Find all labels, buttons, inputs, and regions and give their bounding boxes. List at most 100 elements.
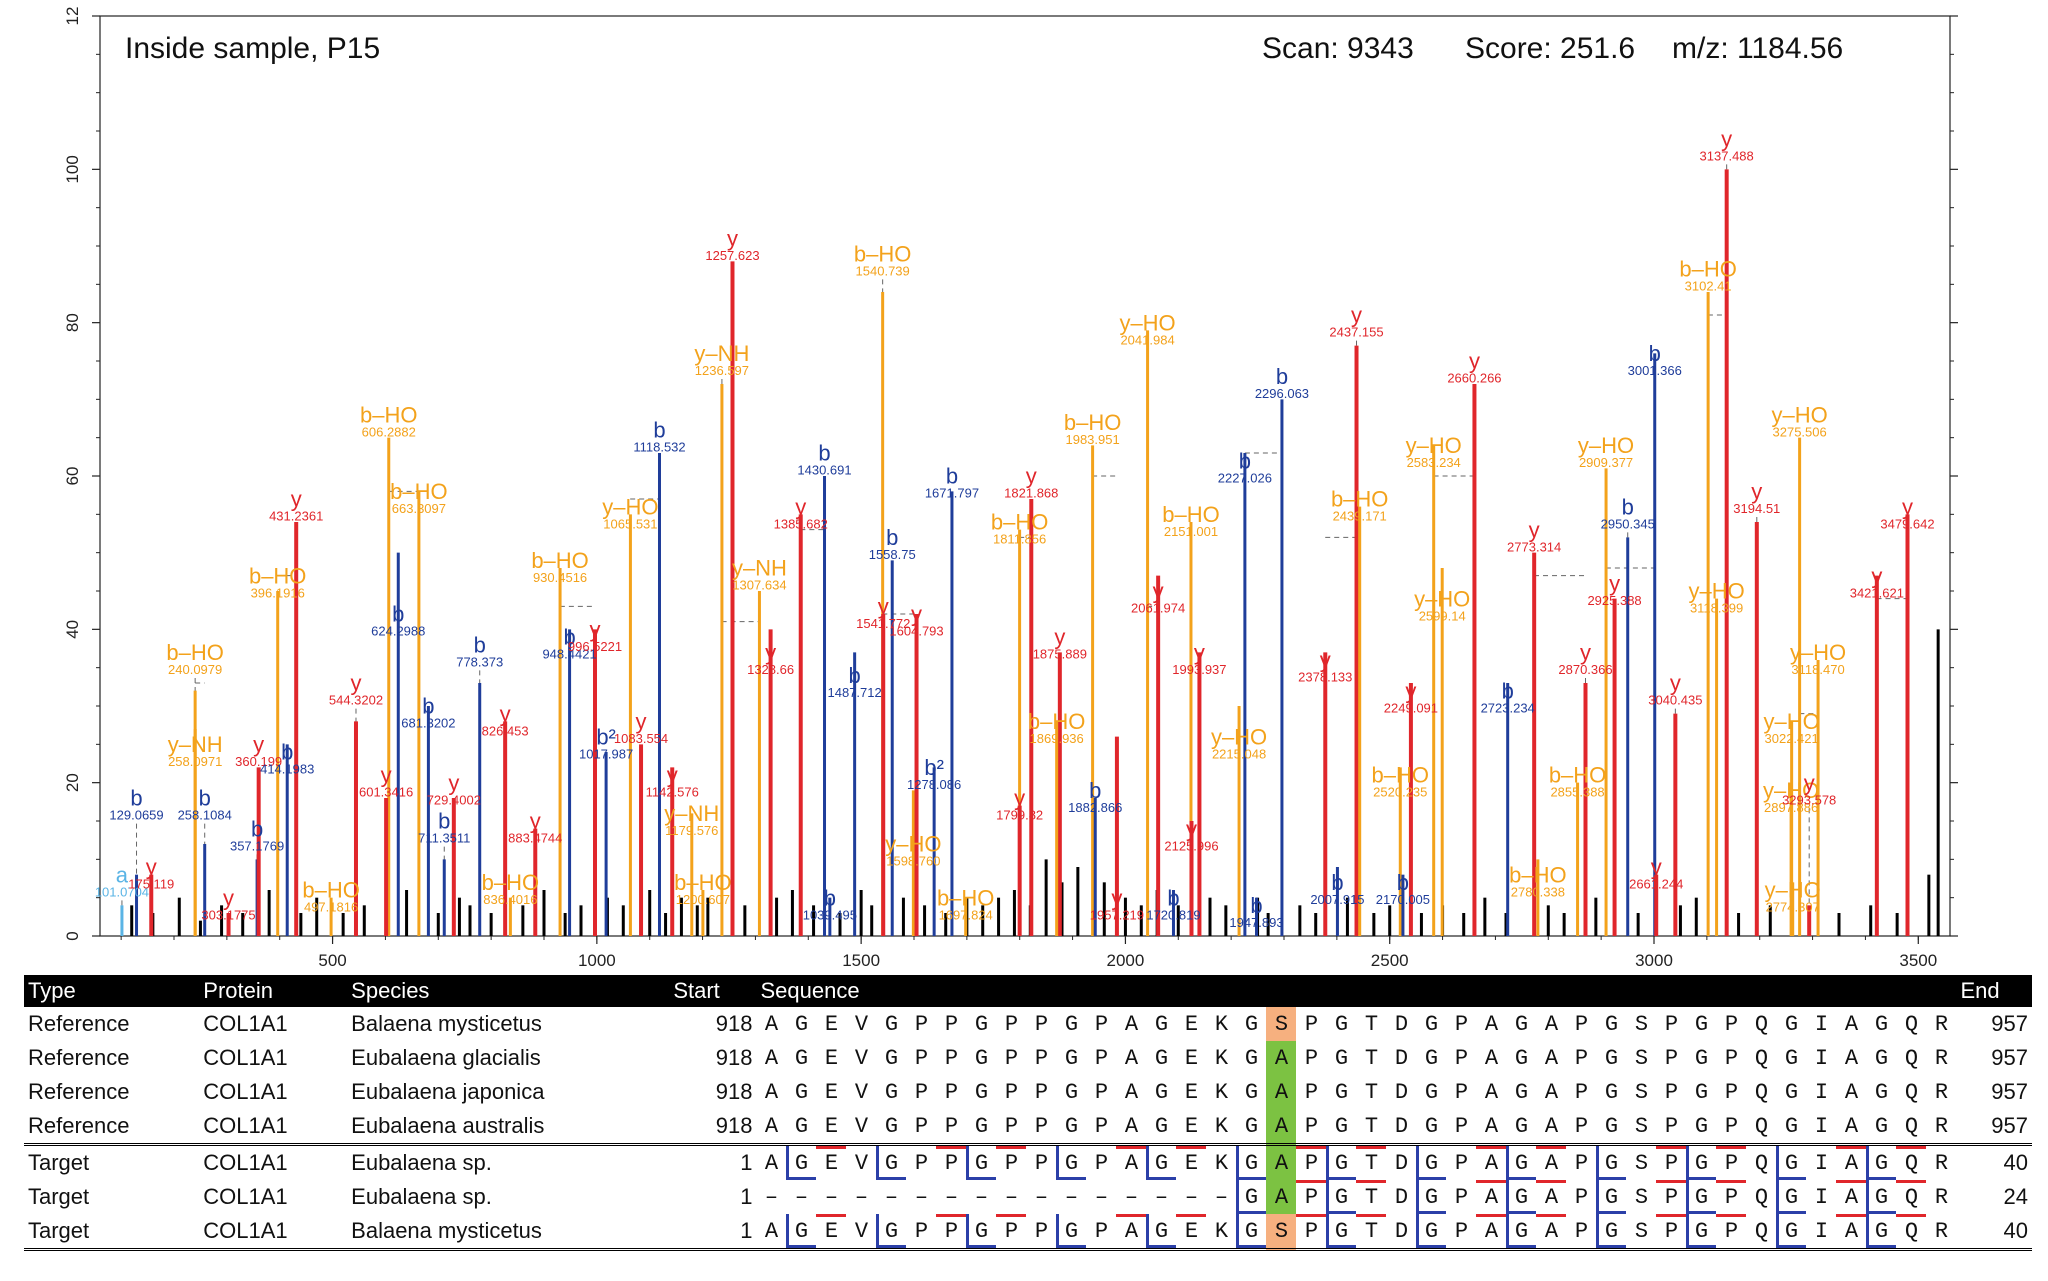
residue-cell: –: [1094, 1184, 1109, 1210]
x-tick-label: 1000: [578, 951, 616, 970]
table-row: Target COL1A1 Eubalaena sp. 1 A G E V G P P G P P G P A G…: [24, 1143, 2032, 1180]
residue-cell: G: [794, 1113, 809, 1139]
ion-symbol: y: [1194, 640, 1205, 665]
column-header: Sequence: [756, 975, 1957, 1007]
residue-cell: I: [1814, 1184, 1829, 1210]
residue-cell: S: [1634, 1045, 1649, 1071]
residue-cell: A: [1536, 1214, 1567, 1251]
ion-mz-label: 2909.377: [1579, 455, 1633, 470]
residue-cell: A: [764, 1113, 779, 1139]
residue-cell: P: [914, 1045, 929, 1071]
start-cell: 918: [715, 1079, 753, 1104]
ion-symbol: y–HO: [1688, 579, 1744, 604]
residue-cell: G: [1514, 1079, 1529, 1105]
species-cell: Eubalaena sp.: [347, 1143, 670, 1180]
residue-cell: A: [1116, 1214, 1147, 1251]
residue-cell: G: [1416, 1180, 1446, 1214]
residue-cell: P: [936, 1214, 967, 1251]
residue-cell: I: [1814, 1113, 1829, 1139]
ion-mz-label: 3040.435: [1648, 693, 1702, 708]
ion-mz-label: 360.199: [235, 754, 282, 769]
residue-cell: E: [816, 1143, 847, 1180]
ion-symbol: b–HO: [1064, 410, 1121, 435]
residue-cell: A: [756, 1143, 787, 1180]
residue-cell: E: [824, 1011, 839, 1037]
ion-symbol: y: [253, 732, 264, 757]
residue-cell: G: [1326, 1143, 1357, 1180]
scan-label: Scan: 9343: [1262, 32, 1414, 65]
ion-symbol: y: [1751, 479, 1762, 504]
ion-mz-label: 1236.597: [695, 363, 749, 378]
ion-mz-label: 303.1775: [201, 907, 255, 922]
residue-cell: R: [1926, 1143, 1957, 1180]
ion-symbol: y: [1111, 885, 1122, 910]
residue-cell: P: [1716, 1214, 1747, 1251]
residue-cell: –: [824, 1184, 839, 1210]
residue-cell: Q: [1754, 1184, 1769, 1210]
ion-symbol: y: [1054, 625, 1065, 650]
ion-mz-label: 1993.937: [1172, 662, 1226, 677]
ion-symbol: b: [438, 809, 450, 834]
residue-cell: –: [794, 1184, 809, 1210]
ion-mz-label: 240.0979: [168, 662, 222, 677]
residue-cell: P: [936, 1143, 967, 1180]
ion-symbol: y: [590, 617, 601, 642]
residue-cell: T: [1356, 1180, 1386, 1214]
residue-cell: P: [1574, 1045, 1589, 1071]
ion-mz-label: 1307.634: [732, 578, 786, 593]
ion-symbol: b: [1622, 494, 1634, 519]
ion-symbol: b: [1089, 778, 1101, 803]
y-tick-label: 60: [63, 467, 82, 486]
ion-mz-label: 1430.691: [797, 463, 851, 478]
residue-cell: G: [1596, 1180, 1626, 1214]
residue-cell: G: [1326, 1214, 1357, 1251]
ion-symbol: y: [1320, 648, 1331, 673]
type-cell: Reference: [28, 1045, 130, 1070]
ion-symbol: y: [878, 594, 889, 619]
residue-cell: P: [1304, 1011, 1319, 1037]
start-cell: 918: [715, 1045, 753, 1070]
ion-symbol: b: [1276, 364, 1288, 389]
ion-mz-label: 663.3097: [392, 501, 446, 516]
residue-cell: D: [1394, 1079, 1409, 1105]
residue-cell: P: [1724, 1079, 1739, 1105]
residue-cell: A: [764, 1079, 779, 1105]
residue-cell: G: [1694, 1011, 1709, 1037]
residue-cell: P: [1304, 1079, 1319, 1105]
residue-cell: G: [884, 1011, 899, 1037]
residue-cell: G: [1514, 1011, 1529, 1037]
ion-mz-label: 1541.772: [856, 616, 910, 631]
protein-cell: COL1A1: [203, 1045, 288, 1070]
protein-cell: COL1A1: [203, 1184, 288, 1209]
residue-cell: A: [1844, 1113, 1859, 1139]
residue-cell: G: [1604, 1045, 1619, 1071]
residue-cell: P: [1034, 1113, 1049, 1139]
residue-cell: G: [1244, 1079, 1259, 1105]
ion-mz-label: 431.2361: [269, 509, 323, 524]
residue-cell: E: [824, 1045, 839, 1071]
residue-cell: P: [1656, 1214, 1687, 1251]
ion-mz-label: 497.1816: [304, 900, 358, 915]
residue-cell: G: [1154, 1113, 1169, 1139]
residue-cell: T: [1364, 1045, 1379, 1071]
ion-mz-label: 1821.868: [1004, 486, 1058, 501]
plot-frame: [99, 15, 1951, 937]
ion-symbol: b–HO: [1549, 763, 1606, 788]
residue-cell: Q: [1904, 1045, 1919, 1071]
residue-cell: S: [1266, 1007, 1297, 1041]
ion-mz-label: 2660.266: [1447, 371, 1501, 386]
end-cell: 957: [1991, 1113, 2028, 1138]
type-cell: Target: [24, 1143, 200, 1180]
y-tick-label: 40: [63, 620, 82, 639]
residue-cell: P: [1296, 1180, 1326, 1214]
ion-mz-label: 1947.893: [1229, 915, 1283, 930]
ion-symbol: b–HO: [531, 548, 588, 573]
ion-mz-label: 2774.307: [1766, 900, 1820, 915]
ion-symbol: b–HO: [1028, 709, 1085, 734]
ion-symbol: y–NH: [732, 556, 787, 581]
residue-cell: P: [1034, 1079, 1049, 1105]
residue-cell: P: [914, 1011, 929, 1037]
species-cell: Eubalaena australis: [351, 1113, 545, 1138]
residue-cell: S: [1634, 1079, 1649, 1105]
type-cell: Target: [24, 1214, 200, 1251]
